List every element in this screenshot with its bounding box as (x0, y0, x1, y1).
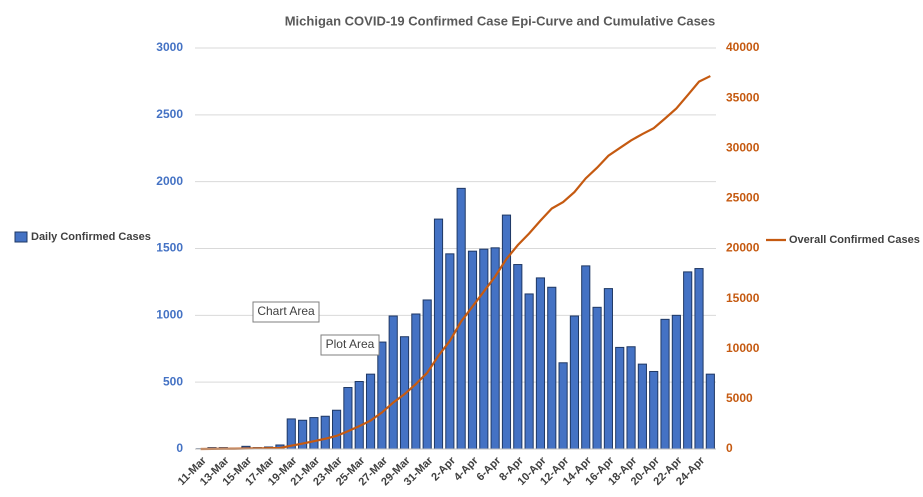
y2-tick-label: 20000 (726, 241, 760, 255)
bar (660, 318, 670, 450)
y-tick-label: 1000 (156, 308, 183, 322)
y2-tick-label: 30000 (726, 140, 760, 154)
bar (365, 373, 376, 450)
bar (615, 346, 625, 450)
x-tick-label: 4-Apr (452, 454, 481, 483)
bar (558, 362, 568, 450)
chart-title: Michigan COVID-19 Confirmed Case Epi-Cur… (285, 13, 716, 28)
bar (445, 253, 455, 450)
bar (637, 363, 647, 450)
y-tick-label: 3000 (156, 40, 183, 54)
bar (535, 277, 546, 450)
annotations: Chart Area Plot Area (252, 301, 380, 356)
y2-tick-label: 10000 (726, 341, 760, 355)
bar (354, 380, 364, 450)
bar (343, 387, 353, 450)
bar (320, 415, 330, 450)
x-tick-label: 6-Apr (475, 454, 504, 483)
bar (705, 373, 715, 450)
bar (581, 265, 591, 450)
bar (309, 417, 319, 450)
legend-swatch (14, 231, 28, 243)
y2-tick-label: 0 (726, 441, 733, 455)
y2-tick-label: 35000 (726, 90, 760, 104)
bar (569, 315, 580, 450)
bar (524, 293, 534, 450)
bar (501, 214, 512, 450)
x-tick-label: 2-Apr (429, 454, 458, 483)
bar (479, 248, 489, 450)
legend-label: Daily Confirmed Cases (31, 231, 151, 243)
y2-tick-label: 5000 (726, 391, 753, 405)
bar (388, 315, 398, 450)
y-tick-label: 2000 (156, 174, 183, 188)
bar (377, 341, 387, 450)
bar (592, 306, 602, 450)
bar (626, 346, 636, 450)
y2-tick-label: 15000 (726, 291, 760, 305)
bar (467, 250, 478, 450)
y-tick-label: 2500 (156, 107, 183, 121)
y2-tick-label: 25000 (726, 191, 760, 205)
annotation-box (252, 301, 320, 323)
bar (683, 271, 693, 450)
line (200, 75, 711, 451)
bar (671, 314, 681, 450)
y-tick-label: 500 (163, 374, 183, 388)
annotation: Chart Area (257, 304, 315, 318)
bar (649, 370, 659, 450)
bar (513, 264, 523, 450)
y-tick-label: 0 (176, 441, 183, 455)
y-tick-label: 1500 (156, 241, 183, 255)
bar (547, 286, 557, 450)
bar (433, 218, 444, 450)
bar (694, 268, 704, 450)
annotation: Plot Area (326, 337, 375, 351)
y2-tick-label: 40000 (726, 40, 760, 54)
bar (331, 409, 342, 450)
legend-label: Overall Confirmed Cases (789, 234, 920, 246)
bar (603, 288, 613, 450)
annotation-box (320, 334, 380, 356)
